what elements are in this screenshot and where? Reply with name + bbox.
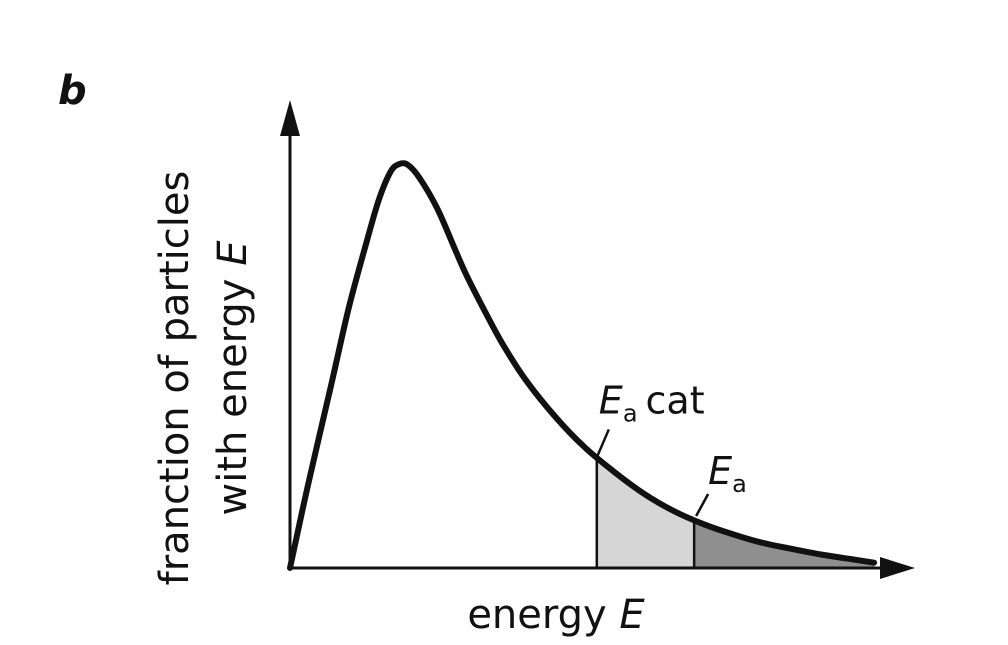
y-axis-label-line2-text: with energy <box>210 279 256 516</box>
y-axis-label-line1: franction of particles <box>152 171 198 586</box>
marker-symbol-ea: E <box>708 449 732 493</box>
marker-symbol-ea-cat: E <box>599 378 623 422</box>
x-axis-label-symbol: E <box>619 592 645 638</box>
y-axis-label-line2: with energy E <box>210 240 256 516</box>
y-axis-arrowhead <box>280 100 300 136</box>
leader-line-ea-cat <box>595 428 610 458</box>
shaded-area-ea-cat <box>596 457 695 568</box>
marker-label-ea-cat: Ea cat <box>599 378 705 427</box>
x-axis-label-text: energy <box>467 592 606 638</box>
panel-label: b <box>58 68 87 114</box>
marker-subscript-ea: a <box>732 470 747 498</box>
marker-suffix-ea-cat: cat <box>646 378 705 422</box>
x-axis-label: energy E <box>467 592 645 638</box>
energy-distribution-curve <box>287 160 878 571</box>
marker-subscript-ea-cat: a <box>623 399 638 427</box>
marker-label-ea: Ea <box>708 449 747 498</box>
x-axis-arrowhead <box>880 557 915 579</box>
leader-line-ea <box>695 493 710 517</box>
y-axis-label-line2-symbol: E <box>210 240 256 266</box>
